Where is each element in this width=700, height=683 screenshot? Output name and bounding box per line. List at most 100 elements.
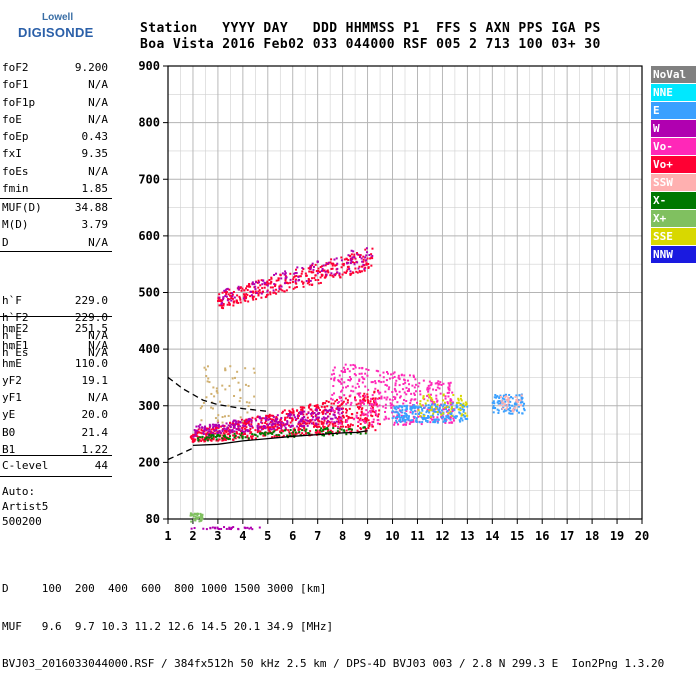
data-point (192, 515, 195, 518)
param-key: foEp (2, 130, 29, 144)
data-point (297, 423, 300, 426)
data-point (259, 291, 262, 294)
data-point (288, 286, 291, 289)
data-point (267, 424, 270, 427)
data-point (411, 411, 414, 414)
data-point (395, 421, 398, 424)
data-point (258, 289, 261, 292)
data-point (436, 399, 439, 402)
data-point (341, 263, 344, 266)
data-point (317, 412, 320, 415)
data-point (363, 426, 366, 429)
data-point (338, 395, 341, 398)
data-point (268, 429, 271, 432)
data-point (328, 412, 331, 415)
data-point (277, 421, 280, 424)
data-point (199, 514, 202, 517)
data-point (378, 423, 381, 426)
data-point (371, 257, 374, 260)
data-point (505, 408, 508, 411)
ionogram-chart: 1 2 3 4 5 6 7 8 9 10 11 12 13 14 15 16 17 18 19 20802003004… (138, 59, 649, 543)
data-point (284, 279, 287, 282)
data-point (287, 414, 290, 417)
data-point (284, 426, 287, 429)
data-point (315, 408, 318, 411)
data-point (515, 403, 518, 406)
data-point (432, 415, 435, 418)
data-point (388, 386, 391, 389)
data-point (310, 414, 313, 417)
data-point (254, 417, 257, 420)
data-point (249, 285, 252, 288)
data-point (239, 298, 242, 301)
data-point (338, 274, 341, 277)
param-key: yF2 (2, 373, 22, 387)
data-point (382, 380, 385, 383)
data-point (516, 398, 519, 401)
data-point (417, 385, 420, 388)
data-point (451, 410, 454, 413)
data-point (428, 416, 431, 419)
data-point (507, 396, 510, 399)
data-point (422, 397, 425, 400)
data-point (378, 397, 381, 400)
data-point (246, 434, 249, 437)
data-point (340, 422, 343, 425)
data-point (399, 416, 402, 419)
data-point (198, 426, 201, 429)
data-point (338, 404, 341, 407)
data-point (429, 406, 432, 409)
data-point (403, 379, 406, 382)
data-point (421, 404, 424, 407)
data-point (378, 392, 381, 395)
data-point (342, 400, 345, 403)
data-point (448, 383, 451, 386)
data-point (356, 382, 359, 385)
data-point (362, 394, 365, 397)
data-point (298, 424, 301, 427)
data-point (249, 425, 252, 428)
data-point (449, 400, 452, 403)
data-point (243, 526, 246, 529)
data-point (343, 381, 346, 384)
data-point (221, 421, 224, 424)
data-point (273, 430, 276, 433)
data-point (338, 272, 341, 275)
data-point (348, 407, 351, 410)
data-point (316, 418, 319, 421)
data-point (348, 376, 351, 379)
data-point (460, 399, 463, 402)
data-point (192, 439, 195, 442)
data-point (279, 418, 282, 421)
data-point (260, 421, 263, 424)
data-point (311, 277, 314, 280)
data-point (245, 429, 248, 432)
data-point (369, 400, 372, 403)
data-point (347, 378, 350, 381)
data-point (205, 433, 208, 436)
data-point (357, 417, 360, 420)
data-point (431, 418, 434, 421)
data-point (249, 435, 252, 438)
data-point (497, 411, 500, 414)
data-point (256, 416, 259, 419)
data-point (301, 266, 304, 269)
data-point (415, 420, 418, 423)
data-point (223, 435, 226, 438)
data-point (426, 386, 429, 389)
data-point (466, 414, 469, 417)
param-value: 1.85 (81, 182, 109, 196)
data-point (429, 415, 432, 418)
data-point (340, 428, 343, 431)
param-key: h`Es (2, 345, 29, 359)
data-point (279, 284, 282, 287)
data-point (513, 407, 516, 410)
data-point (505, 395, 508, 398)
param-value: 229.0 (74, 294, 108, 307)
data-point (457, 401, 460, 404)
x-tick-label: 7 (314, 529, 321, 543)
data-point (232, 438, 235, 441)
legend-nne: NNE (651, 84, 696, 101)
data-point (499, 395, 502, 398)
data-point (330, 258, 333, 261)
